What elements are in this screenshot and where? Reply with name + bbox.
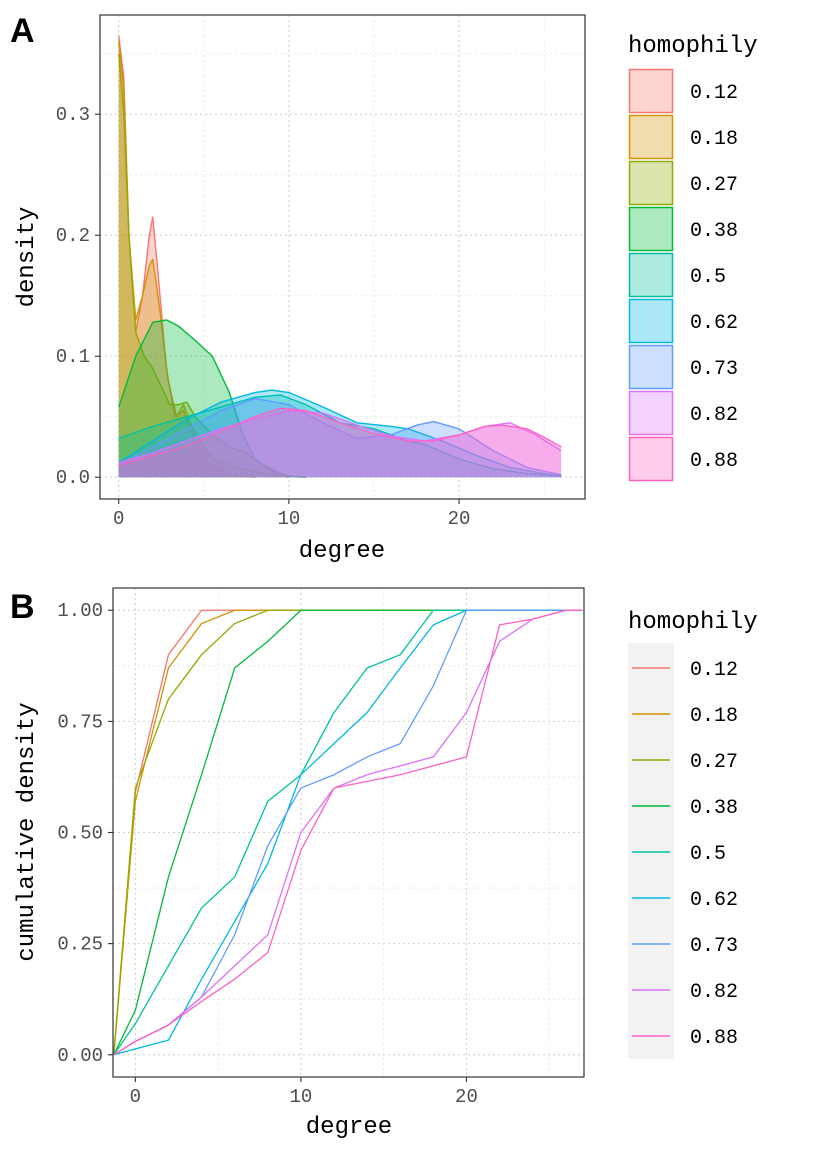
- cumulative-legend-label-0-27: 0.27: [690, 751, 738, 774]
- density-x-tick-label: 20: [448, 508, 471, 530]
- density-area-0-5: [118, 394, 562, 478]
- cumulative-y-tick-label: 0.75: [57, 711, 103, 733]
- density-legend-title: homophily: [628, 33, 758, 60]
- density-series: [118, 35, 562, 478]
- density-legend-key-0-62: [628, 298, 674, 344]
- density-area-0-73: [118, 398, 562, 478]
- density-line-0-38: [118, 319, 306, 478]
- cumulative-x-axis-title: degree: [306, 1114, 392, 1141]
- cumulative-series: [113, 609, 583, 1056]
- density-area-0-27: [118, 53, 289, 478]
- density-panel-border: [99, 14, 586, 500]
- density-area-0-38: [118, 319, 306, 478]
- cumulative-line-0-82: [113, 609, 583, 1056]
- density-chart: 0 10 20 0.0 0.1 0.2 0.3 degree density homophi…: [14, 14, 758, 565]
- cumulative-ticks: 0 10 20 0.00 0.25 0.50 0.75 1.00: [57, 600, 477, 1108]
- density-legend-key-0-5: [628, 252, 674, 298]
- density-legend-key-0-27: [628, 160, 674, 206]
- density-legend-label-0-5: 0.5: [690, 266, 726, 289]
- density-legend-label-0-88: 0.88: [690, 450, 738, 473]
- density-legend: 0.12 0.18 0.27 0.38 0.5 0.62 0.73 0.82 0.88: [628, 68, 738, 482]
- density-legend-label-0-18: 0.18: [690, 128, 738, 151]
- cumulative-legend-label-0-88: 0.88: [690, 1027, 738, 1050]
- density-legend-key-0-12: [628, 68, 674, 114]
- cumulative-line-0-88: [113, 609, 583, 1056]
- density-legend-label-0-82: 0.82: [690, 404, 738, 427]
- density-y-tick-label: 0.1: [56, 346, 90, 368]
- density-line-0-82: [118, 409, 562, 464]
- cumulative-y-tick-label: 1.00: [57, 600, 103, 622]
- cumulative-line-0-5: [113, 609, 583, 1056]
- cumulative-legend-title: homophily: [628, 609, 758, 636]
- cumulative-y-tick-label: 0.00: [57, 1045, 103, 1067]
- density-grid: [100, 15, 585, 499]
- density-line-0-62: [118, 389, 562, 477]
- cumulative-legend-label-0-62: 0.62: [690, 889, 738, 912]
- density-y-axis-title: density: [14, 207, 41, 308]
- density-line-0-73: [118, 397, 562, 476]
- density-legend-key-0-18: [628, 114, 674, 160]
- density-line-0-27: [118, 53, 290, 478]
- cumulative-legend-label-0-5: 0.5: [690, 843, 726, 866]
- density-line-0-88: [118, 407, 562, 466]
- density-y-tick-label: 0.0: [56, 467, 90, 489]
- cumulative-legend-label-0-18: 0.18: [690, 705, 738, 728]
- cumulative-y-tick-label: 0.50: [57, 823, 103, 845]
- density-legend-key-0-73: [628, 344, 674, 390]
- density-legend-label-0-73: 0.73: [690, 358, 738, 381]
- density-y-tick-label: 0.3: [56, 104, 90, 126]
- density-legend-label-0-62: 0.62: [690, 312, 738, 335]
- density-legend-label-0-12: 0.12: [690, 82, 738, 105]
- density-x-tick-label: 0: [113, 508, 124, 530]
- density-legend-key-0-38: [628, 206, 674, 252]
- cumulative-chart: 0 10 20 0.00 0.25 0.50 0.75 1.00 degree cumulat…: [14, 587, 758, 1141]
- density-legend-key-0-88: [628, 436, 674, 482]
- density-legend-key-0-82: [628, 390, 674, 436]
- cumulative-legend-label-0-12: 0.12: [690, 659, 738, 682]
- cumulative-x-tick-label: 0: [130, 1086, 141, 1108]
- density-legend-label-0-38: 0.38: [690, 220, 738, 243]
- density-legend-label-0-27: 0.27: [690, 174, 738, 197]
- cumulative-x-tick-label: 10: [289, 1086, 312, 1108]
- panel-b-tag: B: [10, 588, 35, 626]
- panel-a-tag: A: [10, 12, 35, 50]
- cumulative-y-tick-label: 0.25: [57, 934, 103, 956]
- cumulative-legend-label-0-73: 0.73: [690, 935, 738, 958]
- cumulative-line-0-62: [113, 609, 583, 1056]
- density-x-tick-label: 10: [277, 508, 300, 530]
- cumulative-y-axis-title: cumulative density: [14, 702, 41, 961]
- cumulative-line-0-27: [113, 609, 583, 1055]
- density-y-tick-label: 0.2: [56, 225, 90, 247]
- cumulative-line-0-38: [113, 609, 583, 1056]
- density-x-axis-title: degree: [299, 538, 385, 565]
- density-area-0-88: [118, 408, 562, 478]
- cumulative-legend-label-0-82: 0.82: [690, 981, 738, 1004]
- cumulative-x-tick-label: 20: [455, 1086, 478, 1108]
- density-area-0-62: [118, 390, 562, 478]
- density-ticks: 0 10 20 0.0 0.1 0.2 0.3: [56, 104, 471, 530]
- density-area-0-18: [118, 41, 289, 478]
- cumulative-legend-label-0-38: 0.38: [690, 797, 738, 820]
- cumulative-legend: 0.12 0.18 0.27 0.38 0.5 0.62 0.73 0.82 0.88: [628, 643, 738, 1059]
- density-area-0-12: [118, 35, 255, 478]
- cumulative-legend-key-background: [628, 643, 674, 1059]
